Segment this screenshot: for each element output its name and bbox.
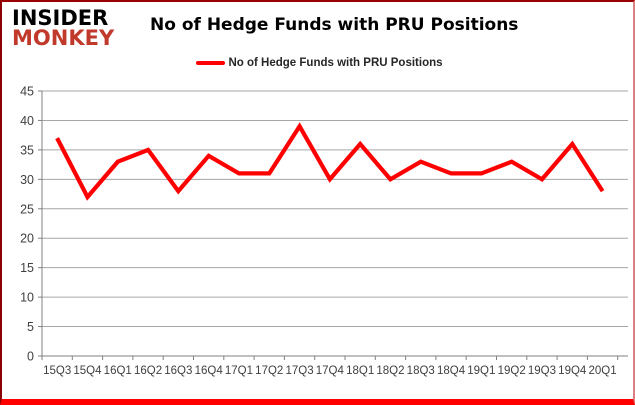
y-tick-label: 45 [20,85,34,99]
y-tick-label: 15 [20,261,34,275]
y-tick-label: 5 [27,320,34,334]
legend: No of Hedge Funds with PRU Positions [2,57,633,69]
x-tick-label: 19Q1 [467,365,495,377]
x-tick-label: 18Q2 [376,365,404,377]
x-tick-label: 17Q4 [316,365,345,377]
y-tick-label: 10 [20,291,34,305]
legend-label: No of Hedge Funds with PRU Positions [228,57,443,69]
x-tick-label: 18Q1 [346,365,374,377]
series-line [55,122,605,201]
x-tick-label: 17Q2 [255,365,283,377]
x-tick-label: 15Q3 [43,365,71,377]
x-tick-label: 17Q1 [225,365,253,377]
x-tick-label: 19Q4 [558,365,587,377]
x-tick-label: 20Q1 [588,365,616,377]
logo-line-monkey: MONKEY [12,25,115,50]
logo-line-insider: INSIDER [12,6,109,30]
x-tick-label: 17Q3 [285,365,313,377]
x-tick-label: 18Q4 [437,365,466,377]
chart-title: No of Hedge Funds with PRU Positions [150,15,519,35]
x-tick-label: 16Q1 [104,365,132,377]
legend-line-swatch-icon [196,61,226,65]
insider-monkey-logo: INSIDER MONKEY [12,6,115,50]
x-tick-label: 15Q4 [73,365,102,377]
x-tick-label: 16Q3 [164,365,192,377]
y-tick-label: 35 [20,143,34,157]
y-tick-label: 30 [20,173,34,187]
x-tick-label: 19Q3 [528,365,556,377]
x-tick-label: 16Q2 [134,365,162,377]
x-tick-label: 18Q3 [407,365,435,377]
y-tick-label: 0 [27,350,34,364]
x-tick-label: 16Q4 [195,365,224,377]
x-tick-label: 19Q2 [498,365,526,377]
y-tick-label: 25 [20,202,34,216]
y-tick-label: 20 [20,232,34,246]
y-tick-label: 40 [20,114,34,128]
